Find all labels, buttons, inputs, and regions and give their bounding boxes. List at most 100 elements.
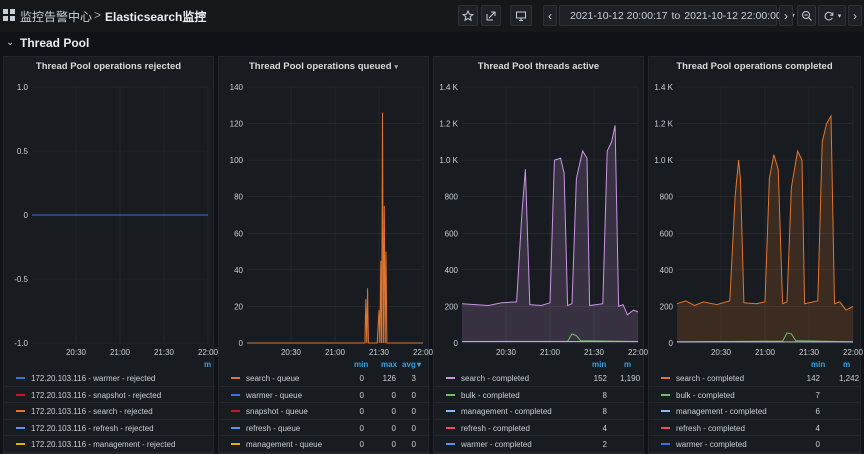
legend-row[interactable]: management - completed 6 (649, 403, 860, 420)
time-shift-forward-button[interactable]: › (779, 5, 793, 26)
legend-row[interactable]: search - queue 0 126 3 (219, 370, 430, 387)
row-title: Thread Pool (20, 36, 90, 50)
legend-row[interactable]: search - completed 152 1,190 (434, 370, 645, 387)
y-tick-label: 0 (24, 211, 29, 220)
y-tick-label: 600 (445, 229, 459, 238)
x-tick-label: 21:30 (369, 348, 390, 357)
value-min: 8 (602, 390, 607, 400)
top-navbar: 监控告警中心 > Elasticsearch监控 ▾ ‹ 2021-10-12 … (0, 0, 864, 32)
legend-header-min[interactable]: min (811, 360, 826, 369)
series-name: management - queue (246, 440, 323, 450)
legend-row[interactable]: warmer - completed 0 (649, 436, 860, 453)
panel-title[interactable]: Thread Pool operations queued ▾ (248, 61, 399, 72)
row-header-thread-pool[interactable]: ⌄ Thread Pool (0, 32, 864, 54)
chevron-down-icon: ▾ (837, 12, 842, 20)
legend-header-min[interactable]: min (354, 360, 369, 369)
star-icon (462, 9, 474, 21)
refresh-button[interactable]: ▾ (818, 5, 846, 26)
series-name: bulk - completed (676, 390, 735, 400)
series-swatch (231, 377, 240, 379)
legend-row[interactable]: warmer - queue 0 0 0 (219, 387, 430, 404)
time-range-picker[interactable]: 2021-10-12 20:00:17 to 2021-10-12 22:00:… (559, 5, 795, 26)
x-tick-label: 20:30 (711, 348, 732, 357)
y-tick-label: -1.0 (14, 339, 28, 348)
legend-row[interactable]: 172.20.103.116 - snapshot - rejected (4, 387, 215, 404)
y-tick-label: 60 (234, 229, 243, 238)
y-tick-label: 100 (230, 156, 244, 165)
panel-title[interactable]: Thread Pool threads active (477, 61, 600, 72)
x-tick-label: 21:00 (110, 348, 131, 357)
panel-title[interactable]: Thread Pool operations completed (676, 61, 833, 72)
value-min: 0 (815, 440, 820, 450)
legend-header-avg[interactable]: avg (402, 360, 416, 369)
panel-title[interactable]: Thread Pool operations rejected (35, 61, 182, 72)
legend-row[interactable]: management - completed 8 (434, 403, 645, 420)
legend-header-max[interactable]: m (843, 360, 851, 369)
legend-header-min[interactable]: min (592, 360, 607, 369)
value-max: 126 (382, 374, 396, 383)
legend-row[interactable]: bulk - completed 7 (649, 387, 860, 404)
legend-row[interactable]: 172.20.103.116 - management - rejected (4, 436, 215, 453)
value-min: 4 (602, 423, 607, 433)
legend-row[interactable]: management - queue 0 0 0 (219, 436, 430, 453)
chevron-down-icon[interactable]: ▾ (394, 64, 399, 71)
legend-row[interactable]: refresh - queue 0 0 0 (219, 420, 430, 437)
y-tick-label: 1.4 K (654, 83, 673, 92)
legend-row[interactable]: 172.20.103.116 - warmer - rejected (4, 370, 215, 387)
zoom-out-button[interactable] (797, 5, 816, 26)
series-swatch (661, 377, 670, 379)
chart-threads-active: 1.4 K 1.2 K 1.0 K 800 600 400 200 0 20:30 21:00 21… (439, 83, 648, 357)
y-tick-label: 400 (445, 266, 459, 275)
value-min: 152 (593, 374, 607, 383)
legend-header-max[interactable]: m (624, 360, 632, 369)
series-name: 172.20.103.116 - search - rejected (31, 407, 153, 417)
value-avg: 0 (411, 390, 416, 400)
search-minus-icon (801, 10, 812, 21)
chevron-down-icon[interactable]: ▾ (200, 10, 205, 20)
series-swatch (446, 443, 455, 446)
series-swatch (661, 443, 670, 446)
legend-row[interactable]: 172.20.103.116 - search - rejected (4, 403, 215, 420)
series-line (676, 332, 854, 343)
x-tick-label: 21:00 (325, 348, 346, 357)
y-tick-label: 800 (660, 193, 674, 202)
legend-row[interactable]: bulk - completed 8 (434, 387, 645, 404)
value-max: 1,190 (620, 374, 641, 383)
panel-operations-completed: Thread Pool operations completed 1.4 K 1.… (648, 56, 864, 454)
legend-row[interactable]: warmer - completed 2 (434, 436, 645, 453)
legend-header-m[interactable]: m (204, 360, 212, 369)
x-tick-label: 21:30 (799, 348, 820, 357)
x-tick-label: 21:00 (540, 348, 561, 357)
legend-header-max[interactable]: max (381, 360, 398, 369)
series-swatch (231, 410, 240, 413)
dashboards-grid-icon[interactable] (3, 9, 15, 21)
series-name: search - queue (246, 374, 300, 383)
series-name: management - completed (461, 407, 552, 417)
series-swatch (16, 426, 25, 429)
dashboard-title[interactable]: Elasticsearch监控 (105, 10, 207, 24)
y-tick-label: -0.5 (14, 275, 28, 284)
collapse-toolbar-button[interactable]: › (848, 5, 862, 26)
time-shift-back-button[interactable]: ‹ (543, 5, 557, 26)
y-tick-label: 1.0 K (439, 156, 458, 165)
legend-row[interactable]: refresh - completed 4 (434, 420, 645, 437)
legend-row[interactable]: search - completed 142 1,242 (649, 370, 860, 387)
breadcrumb-folder[interactable]: 监控告警中心 (20, 10, 93, 24)
chevron-left-icon: ‹ (548, 8, 552, 23)
series-name: warmer - completed (461, 440, 532, 450)
series-name: 172.20.103.116 - refresh - rejected (31, 423, 154, 433)
x-tick-label: 22:00 (198, 348, 219, 357)
star-dashboard-button[interactable] (458, 5, 478, 26)
legend-row[interactable]: snapshot - queue 0 0 0 (219, 403, 430, 420)
chart-queued: 140 120 100 80 60 40 20 0 20:30 21:00 21:30 22:00 (230, 83, 434, 357)
legend-row[interactable]: refresh - completed 4 (649, 420, 860, 437)
share-dashboard-button[interactable] (481, 5, 501, 26)
series-swatch (231, 393, 240, 396)
view-mode-button[interactable] (510, 5, 532, 26)
chart-operations-completed: 1.4 K 1.2 K 1.0 K 800 600 400 200 0 20:30 21:00 21… (654, 83, 863, 357)
legend-row[interactable]: 172.20.103.116 - refresh - rejected (4, 420, 215, 437)
series-area (677, 115, 853, 344)
y-tick-label: 120 (230, 120, 244, 129)
value-min: 7 (815, 390, 820, 400)
series-name: refresh - queue (246, 423, 301, 433)
